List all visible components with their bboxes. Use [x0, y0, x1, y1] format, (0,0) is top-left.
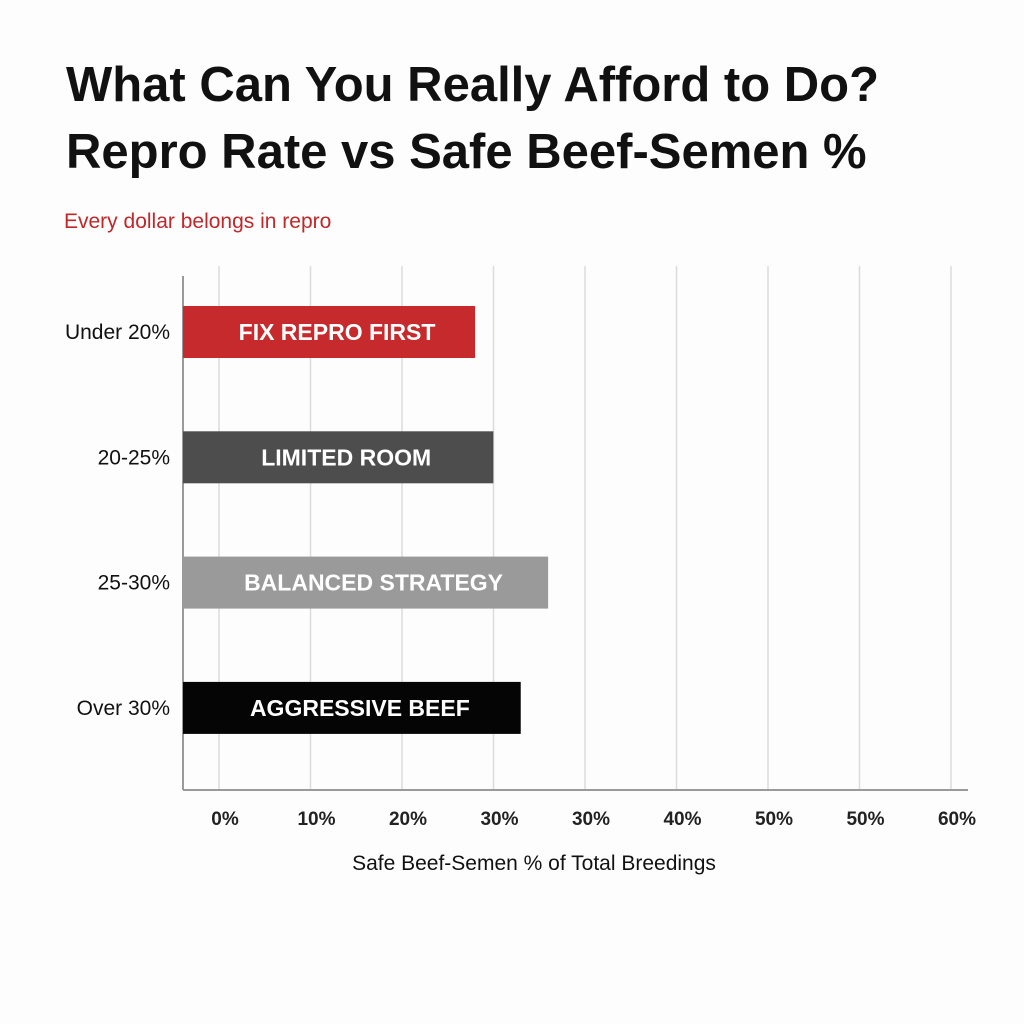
bar	[183, 431, 494, 484]
bar	[183, 306, 476, 358]
x-tick-label: 30%	[572, 809, 610, 830]
category-label: 20-25%	[98, 446, 170, 469]
category-label: 25-30%	[98, 572, 170, 595]
category-label: Under 20%	[65, 321, 170, 344]
bar	[183, 681, 521, 734]
chart-title-line-2: Repro Rate vs Safe Beef-Semen %	[66, 125, 867, 179]
category-labels: Under 20% 20-25% 25-30% Over 30%	[65, 321, 170, 720]
x-axis-label: Safe Beef-Semen % of Total Breedings	[352, 852, 716, 875]
bar-label: BALANCED STRATEGY	[244, 570, 503, 596]
bar-label: AGGRESSIVE BEEF	[250, 695, 470, 721]
bar-label: LIMITED ROOM	[261, 444, 431, 470]
bar-label: FIX REPRO FIRST	[239, 319, 436, 345]
x-tick-label: 10%	[297, 809, 335, 830]
x-tick-label: 20%	[389, 809, 427, 830]
category-label: Over 30%	[77, 697, 170, 720]
x-tick-label: 50%	[846, 809, 884, 830]
x-tick-label: 40%	[663, 809, 701, 830]
x-tick-labels: 0% 10% 20% 30% 30% 40% 50% 50% 60%	[211, 809, 976, 830]
chart-subtitle: Every dollar belongs in repro	[64, 210, 332, 233]
chart-title: What Can You Really Afford to Do? Repro …	[66, 52, 879, 186]
x-tick-label: 0%	[211, 809, 239, 830]
x-tick-label: 30%	[480, 809, 518, 830]
x-tick-label: 50%	[755, 809, 793, 830]
bar	[183, 556, 549, 609]
bars: FIX REPRO FIRST LIMITED ROOM BALANCED STRA…	[183, 306, 549, 734]
chart-title-line-1: What Can You Really Afford to Do?	[66, 58, 880, 112]
x-tick-label: 60%	[938, 809, 976, 830]
